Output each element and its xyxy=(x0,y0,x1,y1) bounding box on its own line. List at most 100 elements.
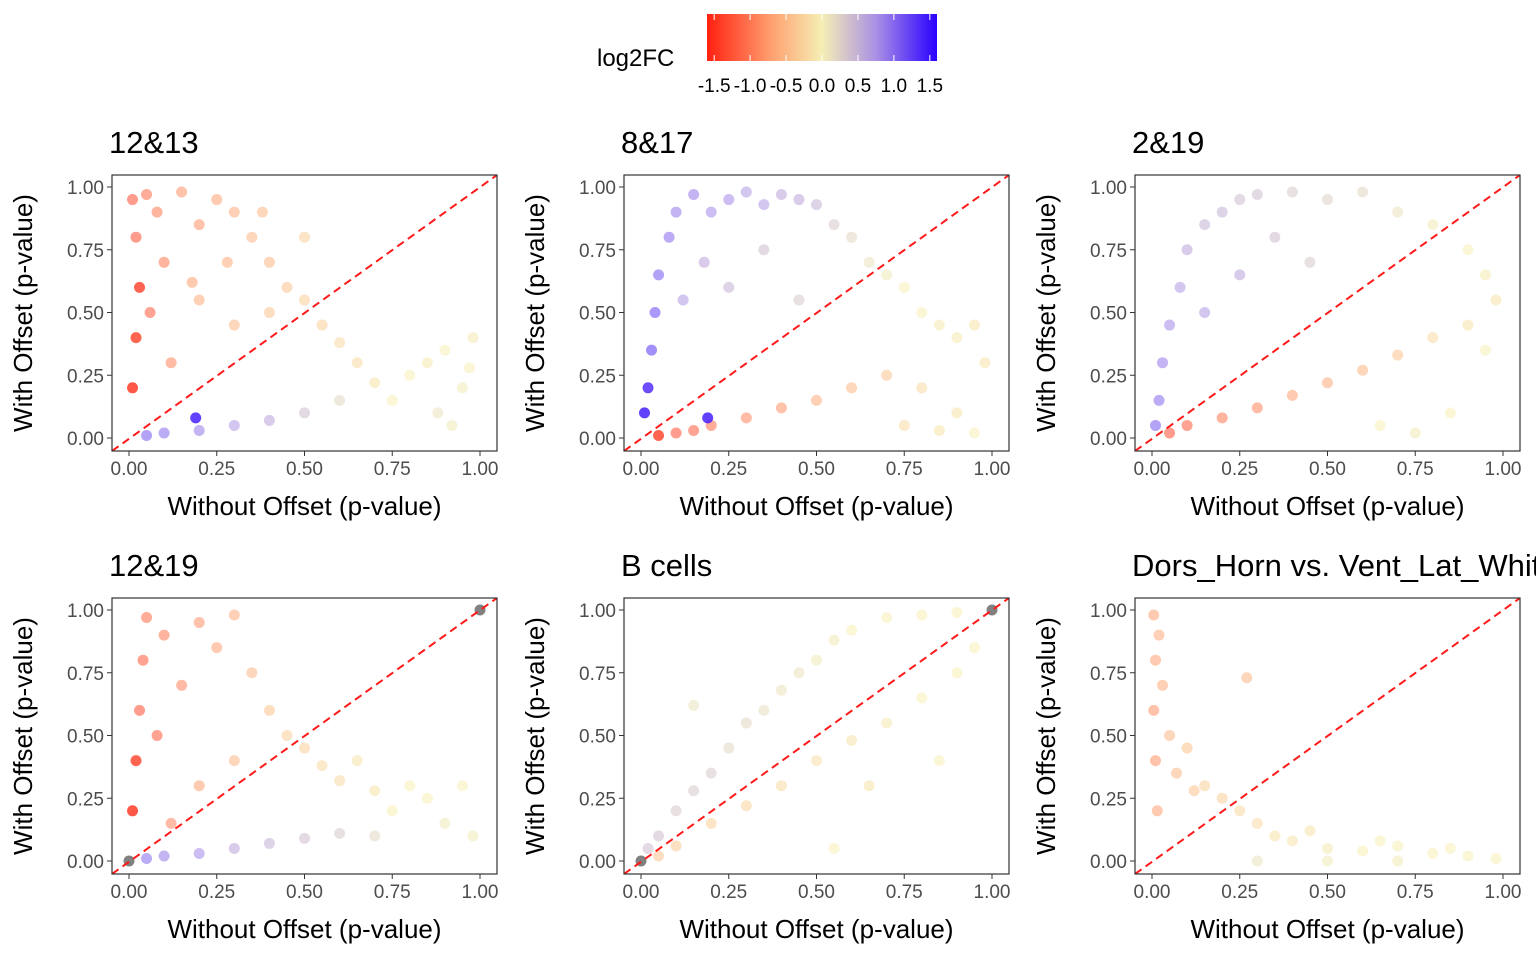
data-point xyxy=(775,780,787,792)
panel-title: B cells xyxy=(621,548,712,583)
data-point xyxy=(228,609,240,621)
data-point xyxy=(1286,186,1298,198)
y-tick-label: 0.50 xyxy=(579,727,616,748)
data-point xyxy=(723,281,735,293)
data-point xyxy=(130,332,142,344)
x-tick-label: 1.00 xyxy=(1485,882,1522,903)
data-point xyxy=(137,654,149,666)
data-point xyxy=(642,382,654,394)
data-point xyxy=(1304,825,1316,837)
data-point xyxy=(1234,194,1246,206)
legend-tick-label: -1.0 xyxy=(734,76,767,97)
data-point xyxy=(846,624,858,636)
data-point xyxy=(758,704,770,716)
data-point xyxy=(158,850,170,862)
data-point xyxy=(151,206,163,218)
data-point xyxy=(740,800,752,812)
y-axis-title: With Offset (p-value) xyxy=(520,194,550,432)
y-tick-label: 0.00 xyxy=(67,852,104,873)
data-point xyxy=(1374,419,1386,431)
data-point xyxy=(933,319,945,331)
data-point xyxy=(439,817,451,829)
scatter-panel: B cells 0.00 0.00 0.25 0.25 0.50 0.50 0.75 0.75 1… xyxy=(520,548,1010,944)
data-point xyxy=(1427,219,1439,231)
data-point xyxy=(705,817,717,829)
reference-line xyxy=(112,175,497,451)
panel-title: 8&17 xyxy=(621,125,693,160)
data-point xyxy=(456,382,468,394)
data-point xyxy=(1409,427,1421,439)
data-point xyxy=(705,767,717,779)
data-point xyxy=(1322,377,1333,389)
data-point xyxy=(811,199,822,211)
data-point xyxy=(134,704,146,716)
legend-colorbar xyxy=(707,14,937,61)
data-point xyxy=(793,294,805,306)
data-point xyxy=(165,817,177,829)
data-point xyxy=(1392,206,1404,218)
data-point xyxy=(446,419,458,431)
x-tick-label: 1.00 xyxy=(1485,459,1522,480)
data-point xyxy=(1151,805,1163,817)
points-layer xyxy=(127,186,479,441)
data-point xyxy=(828,842,840,854)
data-point xyxy=(723,742,735,754)
data-point xyxy=(211,194,223,206)
data-point xyxy=(1199,780,1211,792)
x-axis-title: Without Offset (p-value) xyxy=(679,491,953,521)
data-point xyxy=(670,427,682,439)
y-tick-label: 0.25 xyxy=(67,789,104,810)
data-point xyxy=(1153,394,1165,406)
data-point xyxy=(916,609,928,621)
data-point xyxy=(369,785,381,797)
data-point xyxy=(281,730,293,741)
data-point xyxy=(158,427,170,439)
data-point xyxy=(898,419,910,431)
data-point xyxy=(916,692,928,704)
data-point xyxy=(1427,332,1439,344)
data-point xyxy=(369,830,381,842)
y-tick-label: 0.75 xyxy=(1090,241,1127,262)
data-point xyxy=(1357,845,1369,857)
scatter-panel: Dors_Horn vs. Vent_Lat_White 0.00 0.00 0.25… xyxy=(1031,548,1536,944)
data-point xyxy=(1251,189,1263,201)
data-point xyxy=(670,805,682,817)
data-point xyxy=(316,760,328,772)
data-point xyxy=(863,780,875,792)
data-point xyxy=(1269,830,1281,842)
x-axis-title: Without Offset (p-value) xyxy=(1190,491,1464,521)
data-point xyxy=(127,194,139,206)
data-point xyxy=(677,294,689,306)
scatter-panel: 12&19 0.00 0.00 0.25 0.25 0.50 0.50 0.75 0.75 1.0… xyxy=(8,548,498,944)
data-point xyxy=(158,256,170,268)
data-point xyxy=(1157,357,1169,369)
legend: log2FC -1.5 -1.0 -0.5 0.0 0.5 1.0 1.5 xyxy=(597,14,943,97)
data-point xyxy=(642,842,654,854)
y-tick-label: 0.25 xyxy=(579,789,616,810)
data-point xyxy=(846,382,858,394)
data-point xyxy=(811,394,822,406)
data-point xyxy=(193,219,205,231)
x-tick-label: 0.00 xyxy=(1134,459,1171,480)
scatter-panel: 2&19 0.00 0.00 0.25 0.25 0.50 0.50 0.75 0.75 1.00… xyxy=(1031,125,1521,521)
data-point xyxy=(1148,704,1160,716)
legend-title: log2FC xyxy=(597,45,674,72)
data-point xyxy=(1462,319,1474,331)
data-point xyxy=(151,730,163,741)
y-tick-label: 1.00 xyxy=(1090,178,1127,199)
data-point xyxy=(193,294,205,306)
data-point xyxy=(1322,855,1333,867)
x-axis-title: Without Offset (p-value) xyxy=(679,914,953,944)
x-tick-label: 0.25 xyxy=(198,459,235,480)
data-point xyxy=(1479,269,1491,281)
legend-tick-label: 0.5 xyxy=(845,76,871,97)
data-point xyxy=(176,186,188,198)
data-point xyxy=(663,231,675,243)
data-point xyxy=(228,206,240,218)
x-tick-label: 0.50 xyxy=(798,882,835,903)
data-point xyxy=(263,837,275,849)
x-tick-label: 1.00 xyxy=(462,882,499,903)
y-tick-label: 0.50 xyxy=(1090,304,1127,325)
x-axis-title: Without Offset (p-value) xyxy=(167,914,441,944)
